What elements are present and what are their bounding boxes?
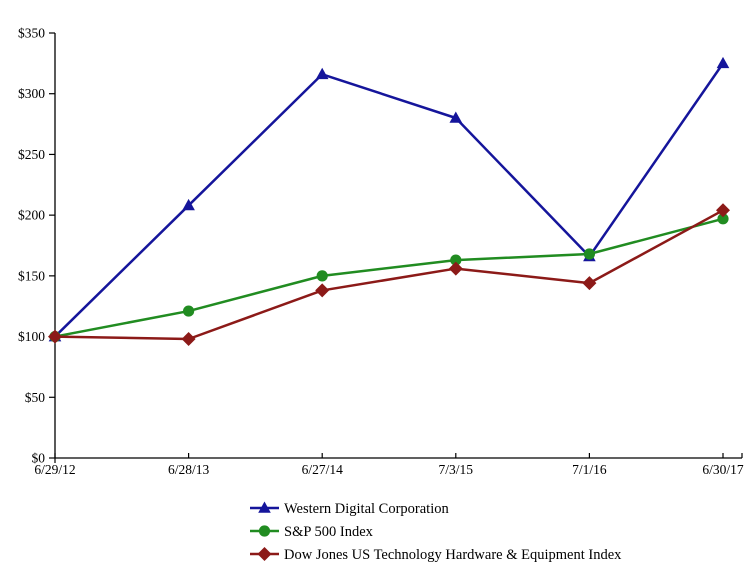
series-marker-circle [258, 525, 271, 537]
legend-label: S&P 500 Index [284, 524, 374, 540]
series-line [54, 62, 725, 338]
y-tick-label: $300 [18, 86, 45, 101]
axes: $0 $50 $100 $150 $200 $250 $300 $350 6/29/12 6/28… [18, 26, 744, 478]
y-tick-label: $350 [18, 26, 45, 41]
x-tick-label: 6/27/14 [302, 462, 344, 477]
legend-label: Dow Jones US Technology Hardware & Equip… [284, 547, 622, 563]
y-tick-label: $0 [32, 451, 46, 466]
series-marker-diamond [448, 261, 463, 276]
series-marker-diamond [257, 547, 272, 561]
y-tick-label: $250 [18, 147, 45, 162]
series-marker-triangle [182, 198, 195, 211]
x-tick-label: 7/3/15 [439, 462, 474, 477]
y-tick-label: $50 [25, 390, 46, 405]
series-marker-diamond [48, 329, 62, 344]
x-tick-label: 6/29/12 [34, 462, 75, 477]
x-tick-label: 6/30/17 [702, 462, 744, 477]
legend-item-sandp-500-index: S&P 500 Index [250, 524, 374, 540]
series-marker-circle [316, 270, 328, 282]
legend-item-western-digital-corporation: Western Digital Corporation [250, 501, 449, 517]
y-tick-label: $200 [18, 208, 45, 223]
x-tick-label: 7/1/16 [572, 462, 607, 477]
series-marker-circle [717, 213, 729, 225]
series-marker-diamond [315, 283, 330, 298]
series-marker-triangle [315, 67, 329, 80]
legend-label: Western Digital Corporation [284, 501, 449, 517]
x-tick-label: 6/28/13 [168, 462, 210, 477]
series-line [54, 217, 724, 338]
series-marker-diamond [716, 203, 730, 218]
series-marker-triangle [258, 501, 271, 513]
series-marker-triangle [449, 111, 463, 123]
series-western-digital-corporation [48, 56, 730, 342]
series-dow-jones-us-technology-hardware-and-equipment-index [48, 203, 730, 346]
series-marker-diamond [582, 276, 597, 291]
y-tick-label: $150 [18, 268, 45, 283]
series-marker-circle [450, 254, 462, 266]
series-line [54, 209, 724, 341]
series-marker-circle [583, 248, 596, 260]
series-marker-triangle [716, 56, 730, 69]
series-sandp-500-index [49, 213, 729, 343]
legend-item-dow-jones-us-technology-hardware-and-equipment-index: Dow Jones US Technology Hardware & Equip… [250, 547, 622, 563]
series-marker-diamond [181, 332, 196, 346]
chart-legend: Western Digital Corporation S&P 500 Index… [250, 501, 622, 563]
y-tick-label: $100 [18, 329, 45, 344]
series-marker-circle [183, 305, 195, 317]
